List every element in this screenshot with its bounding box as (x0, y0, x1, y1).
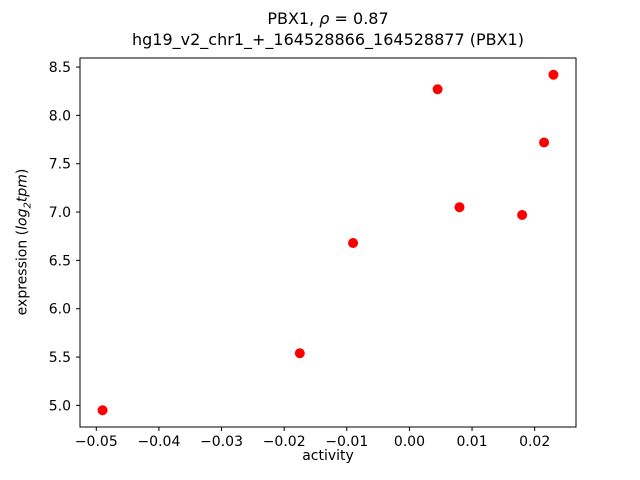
y-tick-label: 6.5 (49, 253, 71, 269)
plot-title-line1: PBX1, ρ = 0.87 (80, 8, 576, 29)
y-tick-label: 6.0 (49, 302, 71, 318)
y-tick-label: 7.0 (49, 205, 71, 221)
data-point (294, 348, 305, 359)
y-tick-label: 8.5 (49, 60, 71, 76)
y-tick-label: 5.5 (49, 350, 71, 366)
x-tick-label: 0.02 (519, 434, 550, 450)
y-axis-label-tpm: tpm (14, 174, 31, 203)
data-point (548, 69, 559, 80)
data-point (539, 137, 550, 148)
x-axis-label: activity (302, 448, 354, 464)
data-point (517, 209, 528, 220)
plot-title-line2: hg19_v2_chr1_+_164528866_164528877 (PBX1… (132, 30, 524, 50)
x-tick-label: −0.03 (200, 434, 243, 450)
title-rho-symbol: ρ (319, 9, 330, 28)
y-tick-label: 7.5 (49, 157, 71, 173)
y-axis-label-prefix: expression ( (14, 229, 31, 316)
title-gene-name: PBX1, (267, 9, 320, 28)
data-point (454, 202, 465, 213)
y-tick-label: 8.0 (49, 108, 71, 124)
data-point (432, 84, 443, 95)
y-axis-label-suffix: ) (14, 168, 31, 175)
title-rho-value: = 0.87 (329, 9, 389, 28)
data-point (348, 237, 359, 248)
x-tick-label: 0.00 (394, 434, 425, 450)
y-axis-label-log: log (14, 208, 31, 230)
x-tick-label: −0.02 (263, 434, 306, 450)
x-tick-label: −0.01 (325, 434, 368, 450)
plot-title: PBX1, ρ = 0.87 hg19_v2_chr1_+_164528866_… (80, 8, 576, 50)
y-axis-label-subscript: 2 (22, 202, 34, 209)
axes-frame (79, 57, 577, 428)
x-tick-label: −0.04 (137, 434, 180, 450)
data-point (97, 405, 108, 416)
x-tick-label: 0.01 (456, 434, 487, 450)
y-tick-label: 5.0 (49, 398, 71, 414)
y-axis-label: expression (log2tpm) (15, 169, 34, 316)
x-tick-label: −0.05 (75, 434, 118, 450)
